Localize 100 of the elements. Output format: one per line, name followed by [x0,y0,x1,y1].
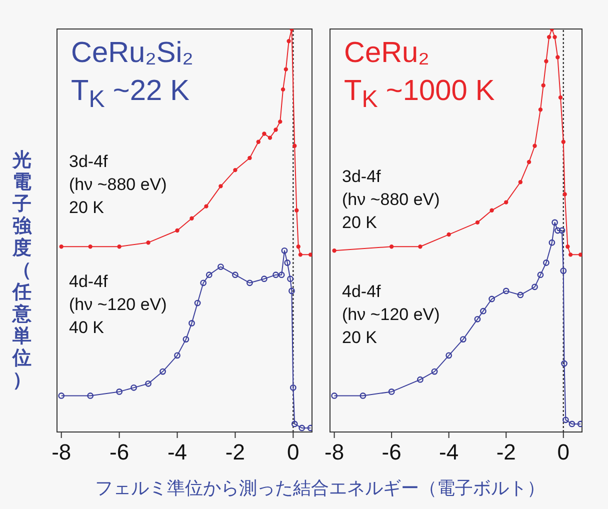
point [556,55,560,60]
point [182,336,190,343]
point [460,336,466,343]
point [287,276,294,282]
point [260,276,268,282]
point [175,228,180,233]
point [538,108,543,112]
point [194,300,201,306]
point [59,244,64,249]
text: T$_{K}$ ~22 K [71,74,190,115]
point [488,296,495,302]
point [517,292,524,298]
point [417,376,424,383]
point [331,392,338,399]
point [566,244,570,249]
point [504,200,508,204]
point [268,136,272,140]
point [561,140,566,144]
x-tick-label: -2 [496,440,516,465]
point [204,204,208,208]
point [190,216,194,221]
point [518,180,523,184]
point [286,38,291,44]
point [578,252,582,257]
annotation: 3d-4f (hν ~880 eV) 20 K [342,166,440,234]
x-tick-label: -8 [52,440,72,465]
point [537,272,544,278]
point [290,384,296,391]
point [145,380,152,387]
annotation: 3d-4f (hν ~880 eV) 20 K [69,151,167,219]
point [532,284,538,290]
text: 光電子強度（任意単位） [12,150,32,391]
point [554,227,561,234]
x-axis-title: フェルミ準位から測った結合エネルギー（電子ボルト） [94,477,546,500]
point [552,219,558,226]
point [446,352,452,359]
point [561,360,568,367]
point [562,416,569,424]
point [281,247,288,254]
chart-title: CeRu₂Si₂ [71,36,194,71]
point [218,184,223,188]
point [284,260,291,266]
chart-title: CeRu₂ [344,36,430,71]
point [146,240,150,245]
point [475,220,480,225]
point [294,208,299,212]
point [546,34,552,40]
x-tick-label: -4 [167,440,188,465]
point [558,227,566,234]
point [188,320,195,326]
annotation: 4d-4f (hν ~120 eV) 20 K [342,281,440,349]
point [490,208,494,212]
point [291,420,298,428]
point [218,264,224,270]
point [418,244,422,249]
point [288,288,295,294]
point [200,280,207,286]
point [262,132,266,136]
point [116,388,122,395]
point [298,424,306,432]
point [274,128,278,132]
point [431,368,438,375]
point [560,268,567,274]
point [552,34,557,40]
point [256,140,260,144]
point [558,95,563,100]
x-tick-label: -6 [382,440,402,465]
point [532,144,537,148]
point [232,272,238,278]
point [130,384,137,391]
text: T$_{K}$ ~1000 K [344,74,495,115]
point [388,388,395,395]
point [88,244,92,249]
point [389,244,394,249]
point [278,120,282,124]
point [298,252,303,257]
annotation: 4d-4f (hν ~120 eV) 40 K [69,271,167,339]
x-tick-label: -2 [225,440,245,465]
point [562,192,567,196]
point [541,83,546,88]
point [360,392,366,399]
point [526,160,532,164]
point [474,316,481,322]
point [174,352,180,359]
point [296,244,300,249]
point [58,392,65,399]
point [246,280,253,286]
point [206,272,212,278]
point [568,252,573,257]
point [502,288,510,294]
point [568,420,576,428]
point [543,260,550,266]
x-tick-label: 0 [287,440,300,465]
point [480,308,486,314]
x-tick-label: -8 [324,440,344,465]
point [233,168,238,172]
point [308,252,312,257]
point [278,272,285,278]
point [87,392,94,399]
point [280,87,286,92]
